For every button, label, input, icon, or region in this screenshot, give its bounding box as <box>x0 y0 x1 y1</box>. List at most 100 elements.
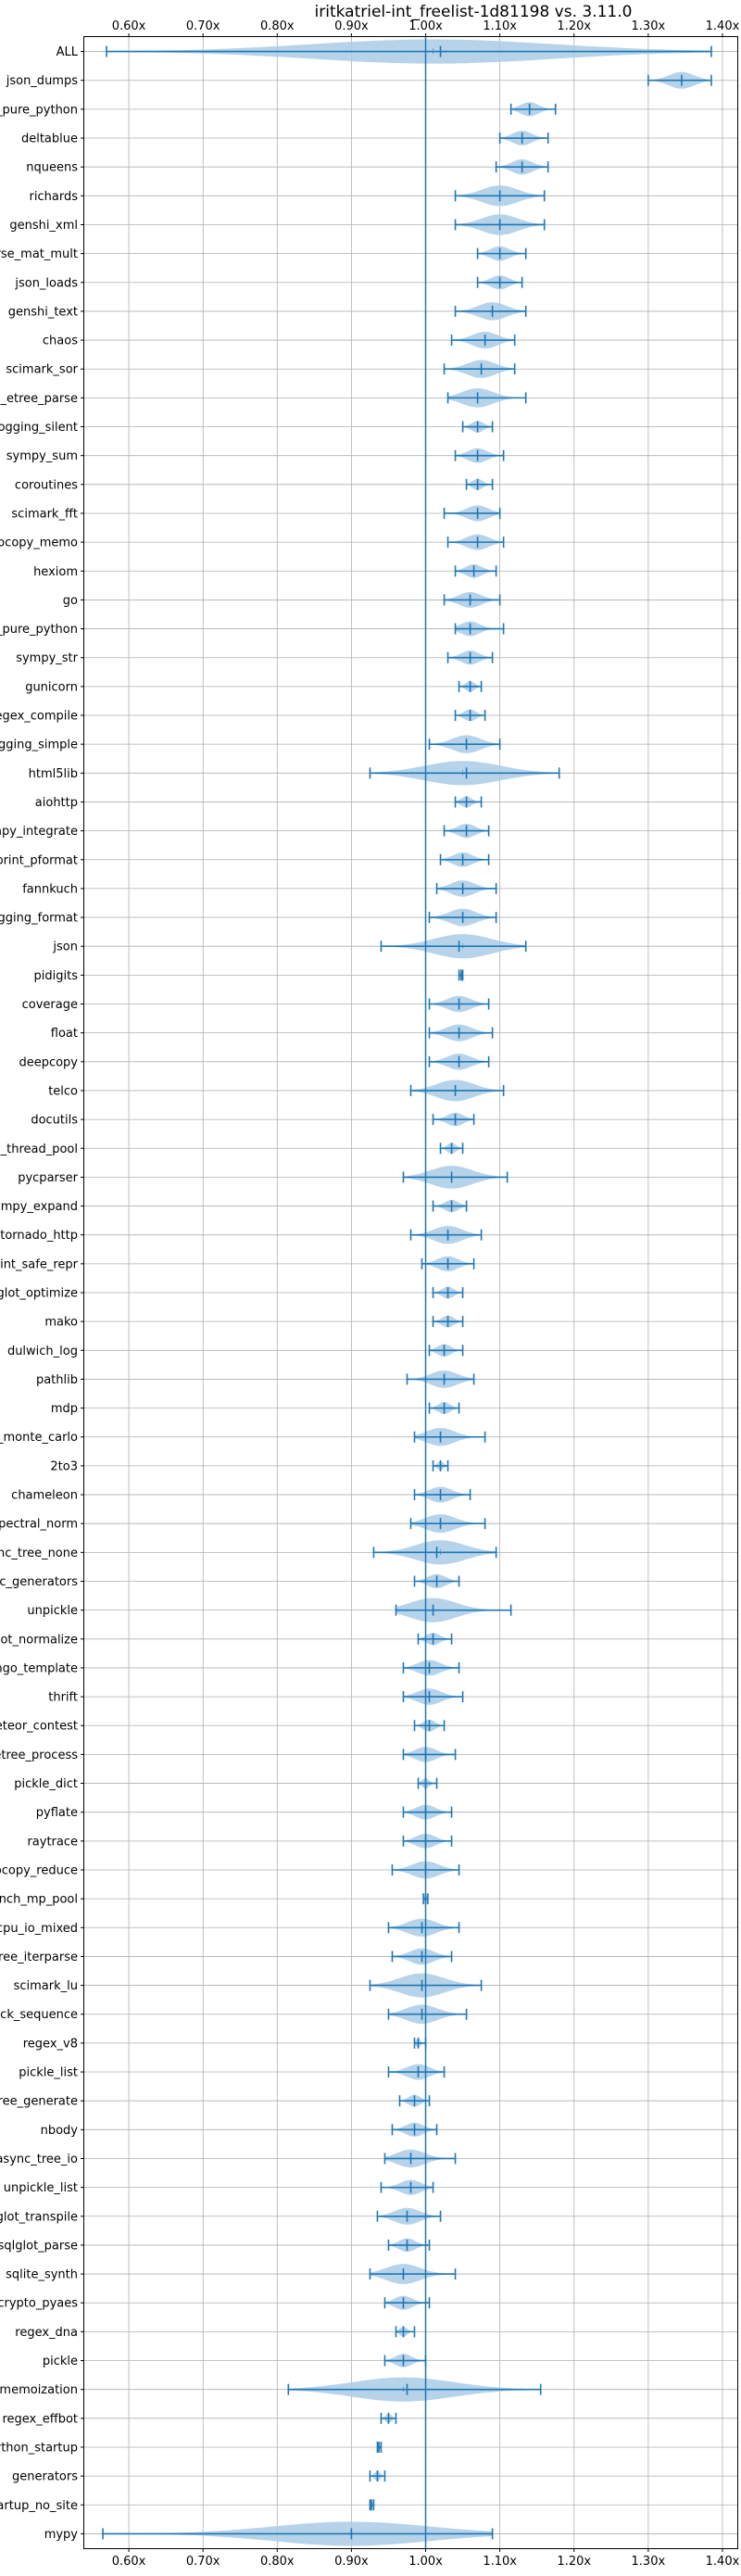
benchmark-violin <box>402 1688 464 1705</box>
benchmark-violin <box>380 934 527 959</box>
benchmark-violin <box>402 1747 457 1762</box>
benchmark-violin <box>413 1719 446 1732</box>
benchmark-violin <box>443 505 501 522</box>
benchmark-violin <box>432 1199 468 1213</box>
benchmark-label: pidigits <box>34 969 79 983</box>
benchmark-violin <box>409 1514 486 1534</box>
benchmark-violin <box>443 360 516 378</box>
benchmark-label: deepcopy_reduce <box>0 1863 78 1877</box>
benchmark-label: scimark_monte_carlo <box>0 1431 78 1445</box>
benchmark-label: genshi_xml <box>9 219 78 233</box>
x-tick-label-bottom: 1.20x <box>557 2555 591 2569</box>
benchmark-violin <box>450 332 516 349</box>
benchmark-violin <box>458 680 483 692</box>
benchmark-violin <box>287 2377 542 2402</box>
benchmark-violin <box>458 969 464 981</box>
benchmark-violin <box>369 2499 375 2511</box>
benchmark-violin <box>476 246 527 261</box>
benchmark-violin <box>402 1660 460 1676</box>
benchmark-violin <box>369 2470 386 2482</box>
benchmark-label: coroutines <box>15 478 78 492</box>
benchmark-label: 2to3 <box>50 1459 78 1473</box>
benchmark-violin <box>376 2441 383 2453</box>
benchmark-violin <box>446 650 494 665</box>
benchmark-label: logging_format <box>0 912 78 926</box>
benchmark-label: coverage <box>22 998 78 1012</box>
benchmark-label: sympy_sum <box>6 449 78 463</box>
benchmark-label: json_dumps <box>6 74 78 88</box>
benchmark-violin <box>428 1024 494 1042</box>
grid-lines <box>84 37 737 2548</box>
benchmark-violin <box>106 39 712 64</box>
benchmark-label: generators <box>12 2470 78 2484</box>
benchmark-violin <box>387 2064 446 2080</box>
benchmark-label: deepcopy_memo <box>0 537 78 550</box>
benchmark-violin <box>391 1948 453 1965</box>
benchmark-label: mdp <box>51 1402 78 1416</box>
x-tick-label-bottom: 0.80x <box>260 2555 295 2569</box>
category-labels: ALL json_dumps unpickle_pure_pythondeltabl… <box>0 45 79 2542</box>
x-tick-label-top: 0.70x <box>186 19 220 33</box>
benchmark-label: bench_thread_pool <box>0 1143 78 1156</box>
benchmark-violin <box>383 2295 431 2310</box>
benchmark-label: mypy <box>44 2528 79 2542</box>
x-tick-label-top: 1.30x <box>632 19 666 33</box>
benchmark-violin <box>432 1286 464 1299</box>
benchmark-label: sqlglot_parse <box>0 2239 78 2253</box>
benchmark-label: dulwich_log <box>7 1345 78 1358</box>
benchmark-label: unpickle_list <box>4 2181 78 2195</box>
benchmark-label: sympy_integrate <box>0 825 78 839</box>
benchmark-label: xml_etree_process <box>0 1749 78 1762</box>
x-tick-label-bottom: 1.00x <box>408 2555 443 2569</box>
benchmark-label: unpickle_pure_python <box>0 103 78 117</box>
benchmark-violin <box>383 2354 427 2368</box>
benchmark-label: pathlib <box>36 1373 78 1387</box>
benchmark-violin <box>495 159 549 175</box>
benchmark-violin <box>432 1315 464 1328</box>
benchmark-label: regex_effbot <box>2 2412 78 2426</box>
benchmark-label: sqlite_synth <box>6 2268 78 2282</box>
benchmark-label: logging_silent <box>0 421 78 435</box>
benchmark-label: gunicorn <box>25 680 78 694</box>
x-ticks: 0.60x 0.60x 0.70x 0.70x 0.80x 0.80x 0.90x 0.90x… <box>81 19 740 2569</box>
benchmark-violin <box>432 1112 475 1127</box>
x-tick-label-top: 1.40x <box>706 19 740 33</box>
benchmark-violin <box>443 824 490 839</box>
benchmark-label: pickle <box>43 2355 78 2368</box>
benchmark-violin <box>454 448 505 463</box>
benchmark-label: meteor_contest <box>0 1720 78 1734</box>
benchmark-violin <box>387 1918 460 1937</box>
benchmark-violin <box>395 2326 416 2338</box>
benchmark-label: deepcopy <box>19 1055 78 1069</box>
benchmark-violin <box>383 2149 457 2168</box>
benchmark-violin <box>417 1777 438 1789</box>
benchmark-label: pickle_dict <box>14 1777 78 1791</box>
benchmark-violin <box>647 71 712 89</box>
benchmark-violin <box>413 1573 460 1589</box>
benchmark-violin <box>461 421 494 433</box>
benchmark-label: pickle_pure_python <box>0 623 78 637</box>
benchmark-violin <box>398 2094 431 2107</box>
x-tick-label-top: 1.20x <box>557 19 591 33</box>
benchmark-label: async_tree_cpu_io_mixed <box>0 1922 78 1936</box>
benchmark-violin <box>428 1054 490 1070</box>
benchmark-violin <box>432 1459 449 1471</box>
benchmark-violin <box>465 478 494 490</box>
benchmark-label: scimark_sor <box>6 363 78 377</box>
benchmark-label: async_tree_memoization <box>0 2383 78 2397</box>
benchmark-label: pprint_pformat <box>0 853 78 867</box>
benchmark-label: regex_compile <box>0 710 78 724</box>
benchmark-label: tornado_http <box>0 1229 78 1243</box>
x-tick-label-top: 1.10x <box>483 19 517 33</box>
benchmark-violin <box>369 761 560 786</box>
benchmark-violin <box>395 1597 512 1623</box>
benchmark-violin <box>391 2122 438 2137</box>
benchmark-violin <box>454 214 546 235</box>
benchmark-violin <box>409 1226 483 1244</box>
benchmark-label: unpickle <box>27 1604 78 1618</box>
benchmark-label: pyflate <box>36 1806 78 1820</box>
benchmark-label: json <box>52 941 78 954</box>
benchmark-violin <box>446 534 505 550</box>
benchmark-label: scimark_sparse_mat_mult <box>0 247 78 261</box>
benchmark-violin <box>428 1402 460 1414</box>
